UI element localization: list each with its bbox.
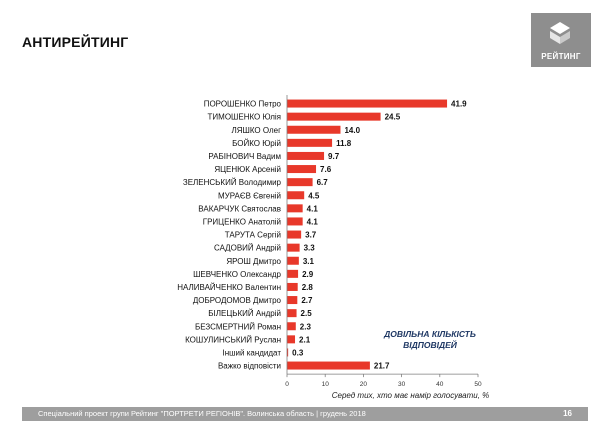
category-label: ТИМОШЕНКО Юлія <box>208 113 281 122</box>
value-label: 21.7 <box>374 362 390 371</box>
category-label: ТАРУТА Сергій <box>225 231 281 240</box>
category-label: НАЛИВАЙЧЕНКО Валентин <box>177 283 281 292</box>
value-label: 4.5 <box>308 191 320 200</box>
bar <box>287 322 296 331</box>
x-tick-label: 40 <box>436 381 444 388</box>
bar <box>287 269 299 278</box>
value-label: 4.1 <box>307 217 319 226</box>
category-label: Інший кандидат <box>222 348 281 357</box>
bar <box>287 243 300 252</box>
value-label: 9.7 <box>328 152 340 161</box>
value-label: 2.1 <box>299 335 311 344</box>
value-label: 24.5 <box>385 113 401 122</box>
value-label: 2.3 <box>300 322 312 331</box>
page-title: АНТИРЕЙТИНГ <box>22 34 129 50</box>
value-label: 2.9 <box>302 270 314 279</box>
value-label: 2.7 <box>301 296 313 305</box>
value-label: 7.6 <box>320 165 332 174</box>
category-label: ЯРОШ Дмитро <box>226 257 281 266</box>
category-label: ЯЦЕНЮК Арсеній <box>214 165 281 174</box>
bar <box>287 256 299 265</box>
x-tick-label: 50 <box>474 381 482 388</box>
x-axis-title: Серед тих, хто має намір голосувати, % <box>332 391 490 400</box>
antirating-bar-chart: ПОРОШЕНКО Петро 41.9 ТИМОШЕНКО Юлія 24.5 ЛЯШ… <box>177 95 490 400</box>
x-tick-label: 0 <box>285 381 289 388</box>
value-label: 3.3 <box>304 244 316 253</box>
bar <box>287 361 370 370</box>
logo-mark-icon <box>550 22 570 44</box>
x-tick-label: 20 <box>360 381 368 388</box>
value-label: 4.1 <box>307 204 319 213</box>
value-label: 11.8 <box>336 139 352 148</box>
value-label: 6.7 <box>317 178 329 187</box>
bar <box>287 99 448 108</box>
bar <box>287 112 381 121</box>
bar <box>287 230 302 239</box>
value-label: 3.7 <box>305 231 317 240</box>
bar <box>287 348 289 357</box>
category-label: ГРИЦЕНКО Анатолій <box>203 217 281 226</box>
page-number: 16 <box>563 409 572 418</box>
bar <box>287 282 298 291</box>
category-label: РАБІНОВИЧ Вадим <box>208 152 281 161</box>
category-label: МУРАЄВ Євгеній <box>218 191 281 200</box>
x-tick-label: 10 <box>322 381 330 388</box>
category-label: ДОБРОДОМОВ Дмитро <box>193 296 282 305</box>
value-label: 14.0 <box>344 126 360 135</box>
value-label: 3.1 <box>303 257 315 266</box>
value-label: 2.8 <box>302 283 314 292</box>
value-label: 2.5 <box>301 309 313 318</box>
bar <box>287 138 333 147</box>
category-label: САДОВИЙ Андрій <box>214 244 281 253</box>
category-label: КОШУЛИНСЬКИЙ Руслан <box>185 335 281 344</box>
value-label: 0.3 <box>292 348 304 357</box>
brand-logo: РЕЙТИНГ <box>531 13 591 67</box>
category-label: ЛЯШКО Олег <box>231 126 281 135</box>
bar <box>287 125 341 134</box>
bar <box>287 204 303 213</box>
x-tick-label: 30 <box>398 381 406 388</box>
bar <box>287 165 317 174</box>
category-label: БЕЗСМЕРТНИЙ Роман <box>195 322 281 331</box>
bar <box>287 191 305 200</box>
bar <box>287 217 303 226</box>
category-label: ПОРОШЕНКО Петро <box>204 100 282 109</box>
footer-text: Спеціальний проект групи Рейтинг "ПОРТРЕ… <box>38 409 366 418</box>
bar <box>287 178 313 187</box>
category-label: БІЛЕЦЬКИЙ Андрій <box>208 309 281 318</box>
bar <box>287 309 297 318</box>
bar <box>287 335 296 344</box>
footer-bar: Спеціальний проект групи Рейтинг "ПОРТРЕ… <box>22 407 588 421</box>
logo-text: РЕЙТИНГ <box>541 52 581 61</box>
bar <box>287 296 298 305</box>
category-label: БОЙКО Юрій <box>232 139 281 148</box>
bar <box>287 151 325 160</box>
category-label: ВАКАРЧУК Святослав <box>198 204 281 213</box>
chart-note: ДОВІЛЬНА КІЛЬКІСТЬ ВІДПОВІДЕЙ <box>384 329 476 350</box>
value-label: 41.9 <box>451 100 467 109</box>
category-label: ШЕВЧЕНКО Олександр <box>193 270 281 279</box>
category-label: Важко відповісти <box>218 362 281 371</box>
category-label: ЗЕЛЕНСЬКИЙ Володимир <box>183 178 282 187</box>
